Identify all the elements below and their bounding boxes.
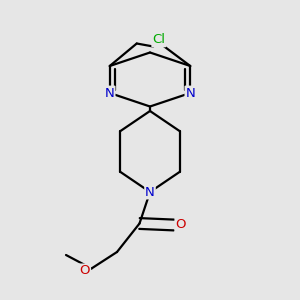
Text: O: O — [80, 264, 90, 278]
Text: Cl: Cl — [152, 33, 165, 46]
Text: N: N — [105, 86, 115, 100]
Text: N: N — [185, 86, 195, 100]
Text: O: O — [175, 218, 186, 232]
Text: N: N — [145, 185, 155, 199]
